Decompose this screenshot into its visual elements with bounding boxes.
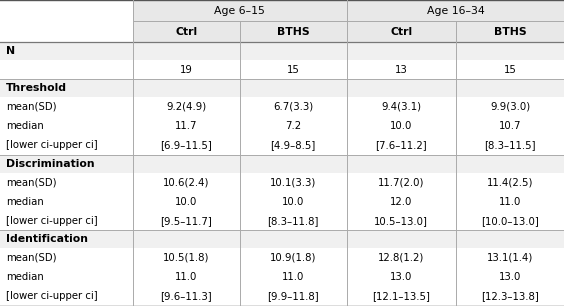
Text: median: median	[6, 197, 43, 207]
Text: N: N	[6, 46, 15, 56]
Text: 9.2(4.9): 9.2(4.9)	[166, 102, 206, 112]
Text: [7.6–11.2]: [7.6–11.2]	[376, 140, 427, 150]
Text: 9.9(3.0): 9.9(3.0)	[490, 102, 530, 112]
Text: [6.9–11.5]: [6.9–11.5]	[160, 140, 212, 150]
Text: Ctrl: Ctrl	[175, 27, 197, 37]
Text: [9.9–11.8]: [9.9–11.8]	[267, 291, 319, 301]
Text: 13.0: 13.0	[499, 272, 521, 282]
Text: [10.0–13.0]: [10.0–13.0]	[481, 216, 539, 226]
Bar	[0, 230, 564, 248]
Text: 10.0: 10.0	[282, 197, 305, 207]
Bar	[0, 155, 564, 173]
Text: [lower ci-upper ci]: [lower ci-upper ci]	[6, 291, 98, 301]
Text: 11.0: 11.0	[499, 197, 521, 207]
Text: 10.0: 10.0	[390, 121, 412, 131]
Text: [9.6–11.3]: [9.6–11.3]	[160, 291, 212, 301]
Text: 11.7: 11.7	[175, 121, 197, 131]
Text: 13.0: 13.0	[390, 272, 412, 282]
Text: 11.0: 11.0	[282, 272, 305, 282]
Text: 11.7(2.0): 11.7(2.0)	[378, 177, 425, 187]
Text: median: median	[6, 121, 43, 131]
Text: [4.9–8.5]: [4.9–8.5]	[271, 140, 316, 150]
Text: [lower ci-upper ci]: [lower ci-upper ci]	[6, 140, 98, 150]
Text: Ctrl: Ctrl	[390, 27, 412, 37]
Text: 19: 19	[180, 65, 192, 75]
Text: 11.4(2.5): 11.4(2.5)	[487, 177, 534, 187]
Text: mean(SD): mean(SD)	[6, 253, 56, 263]
Bar	[133, 0, 347, 21]
Text: median: median	[6, 272, 43, 282]
Text: Threshold: Threshold	[6, 83, 67, 93]
Text: BTHS: BTHS	[277, 27, 310, 37]
Text: 6.7(3.3): 6.7(3.3)	[273, 102, 314, 112]
Text: [8.3–11.8]: [8.3–11.8]	[267, 216, 319, 226]
Text: 13: 13	[395, 65, 408, 75]
Text: Age 6–15: Age 6–15	[214, 6, 265, 16]
Bar	[133, 21, 240, 42]
Text: 10.0: 10.0	[175, 197, 197, 207]
Text: 11.0: 11.0	[175, 272, 197, 282]
Text: 9.4(3.1): 9.4(3.1)	[381, 102, 421, 112]
Text: [8.3–11.5]: [8.3–11.5]	[484, 140, 536, 150]
Text: 7.2: 7.2	[285, 121, 301, 131]
Text: 12.8(1.2): 12.8(1.2)	[378, 253, 425, 263]
Bar	[347, 21, 456, 42]
Text: 10.6(2.4): 10.6(2.4)	[163, 177, 209, 187]
Bar	[0, 42, 564, 60]
Text: 10.1(3.3): 10.1(3.3)	[270, 177, 316, 187]
Text: mean(SD): mean(SD)	[6, 177, 56, 187]
Text: [lower ci-upper ci]: [lower ci-upper ci]	[6, 216, 98, 226]
Text: 15: 15	[287, 65, 299, 75]
Text: 10.7: 10.7	[499, 121, 521, 131]
Text: 10.9(1.8): 10.9(1.8)	[270, 253, 316, 263]
Bar	[347, 0, 564, 21]
Bar	[456, 21, 564, 42]
Text: 10.5(1.8): 10.5(1.8)	[163, 253, 209, 263]
Text: [12.3–13.8]: [12.3–13.8]	[481, 291, 539, 301]
Text: Identification: Identification	[6, 234, 87, 244]
Text: [12.1–13.5]: [12.1–13.5]	[372, 291, 430, 301]
Text: 13.1(1.4): 13.1(1.4)	[487, 253, 534, 263]
Text: mean(SD): mean(SD)	[6, 102, 56, 112]
Bar	[0, 79, 564, 97]
Text: BTHS: BTHS	[494, 27, 526, 37]
Text: 15: 15	[504, 65, 517, 75]
Text: 10.5–13.0]: 10.5–13.0]	[374, 216, 428, 226]
Text: 12.0: 12.0	[390, 197, 412, 207]
Text: Discrimination: Discrimination	[6, 159, 94, 169]
Text: [9.5–11.7]: [9.5–11.7]	[160, 216, 212, 226]
Text: Age 16–34: Age 16–34	[427, 6, 484, 16]
Bar	[240, 21, 347, 42]
